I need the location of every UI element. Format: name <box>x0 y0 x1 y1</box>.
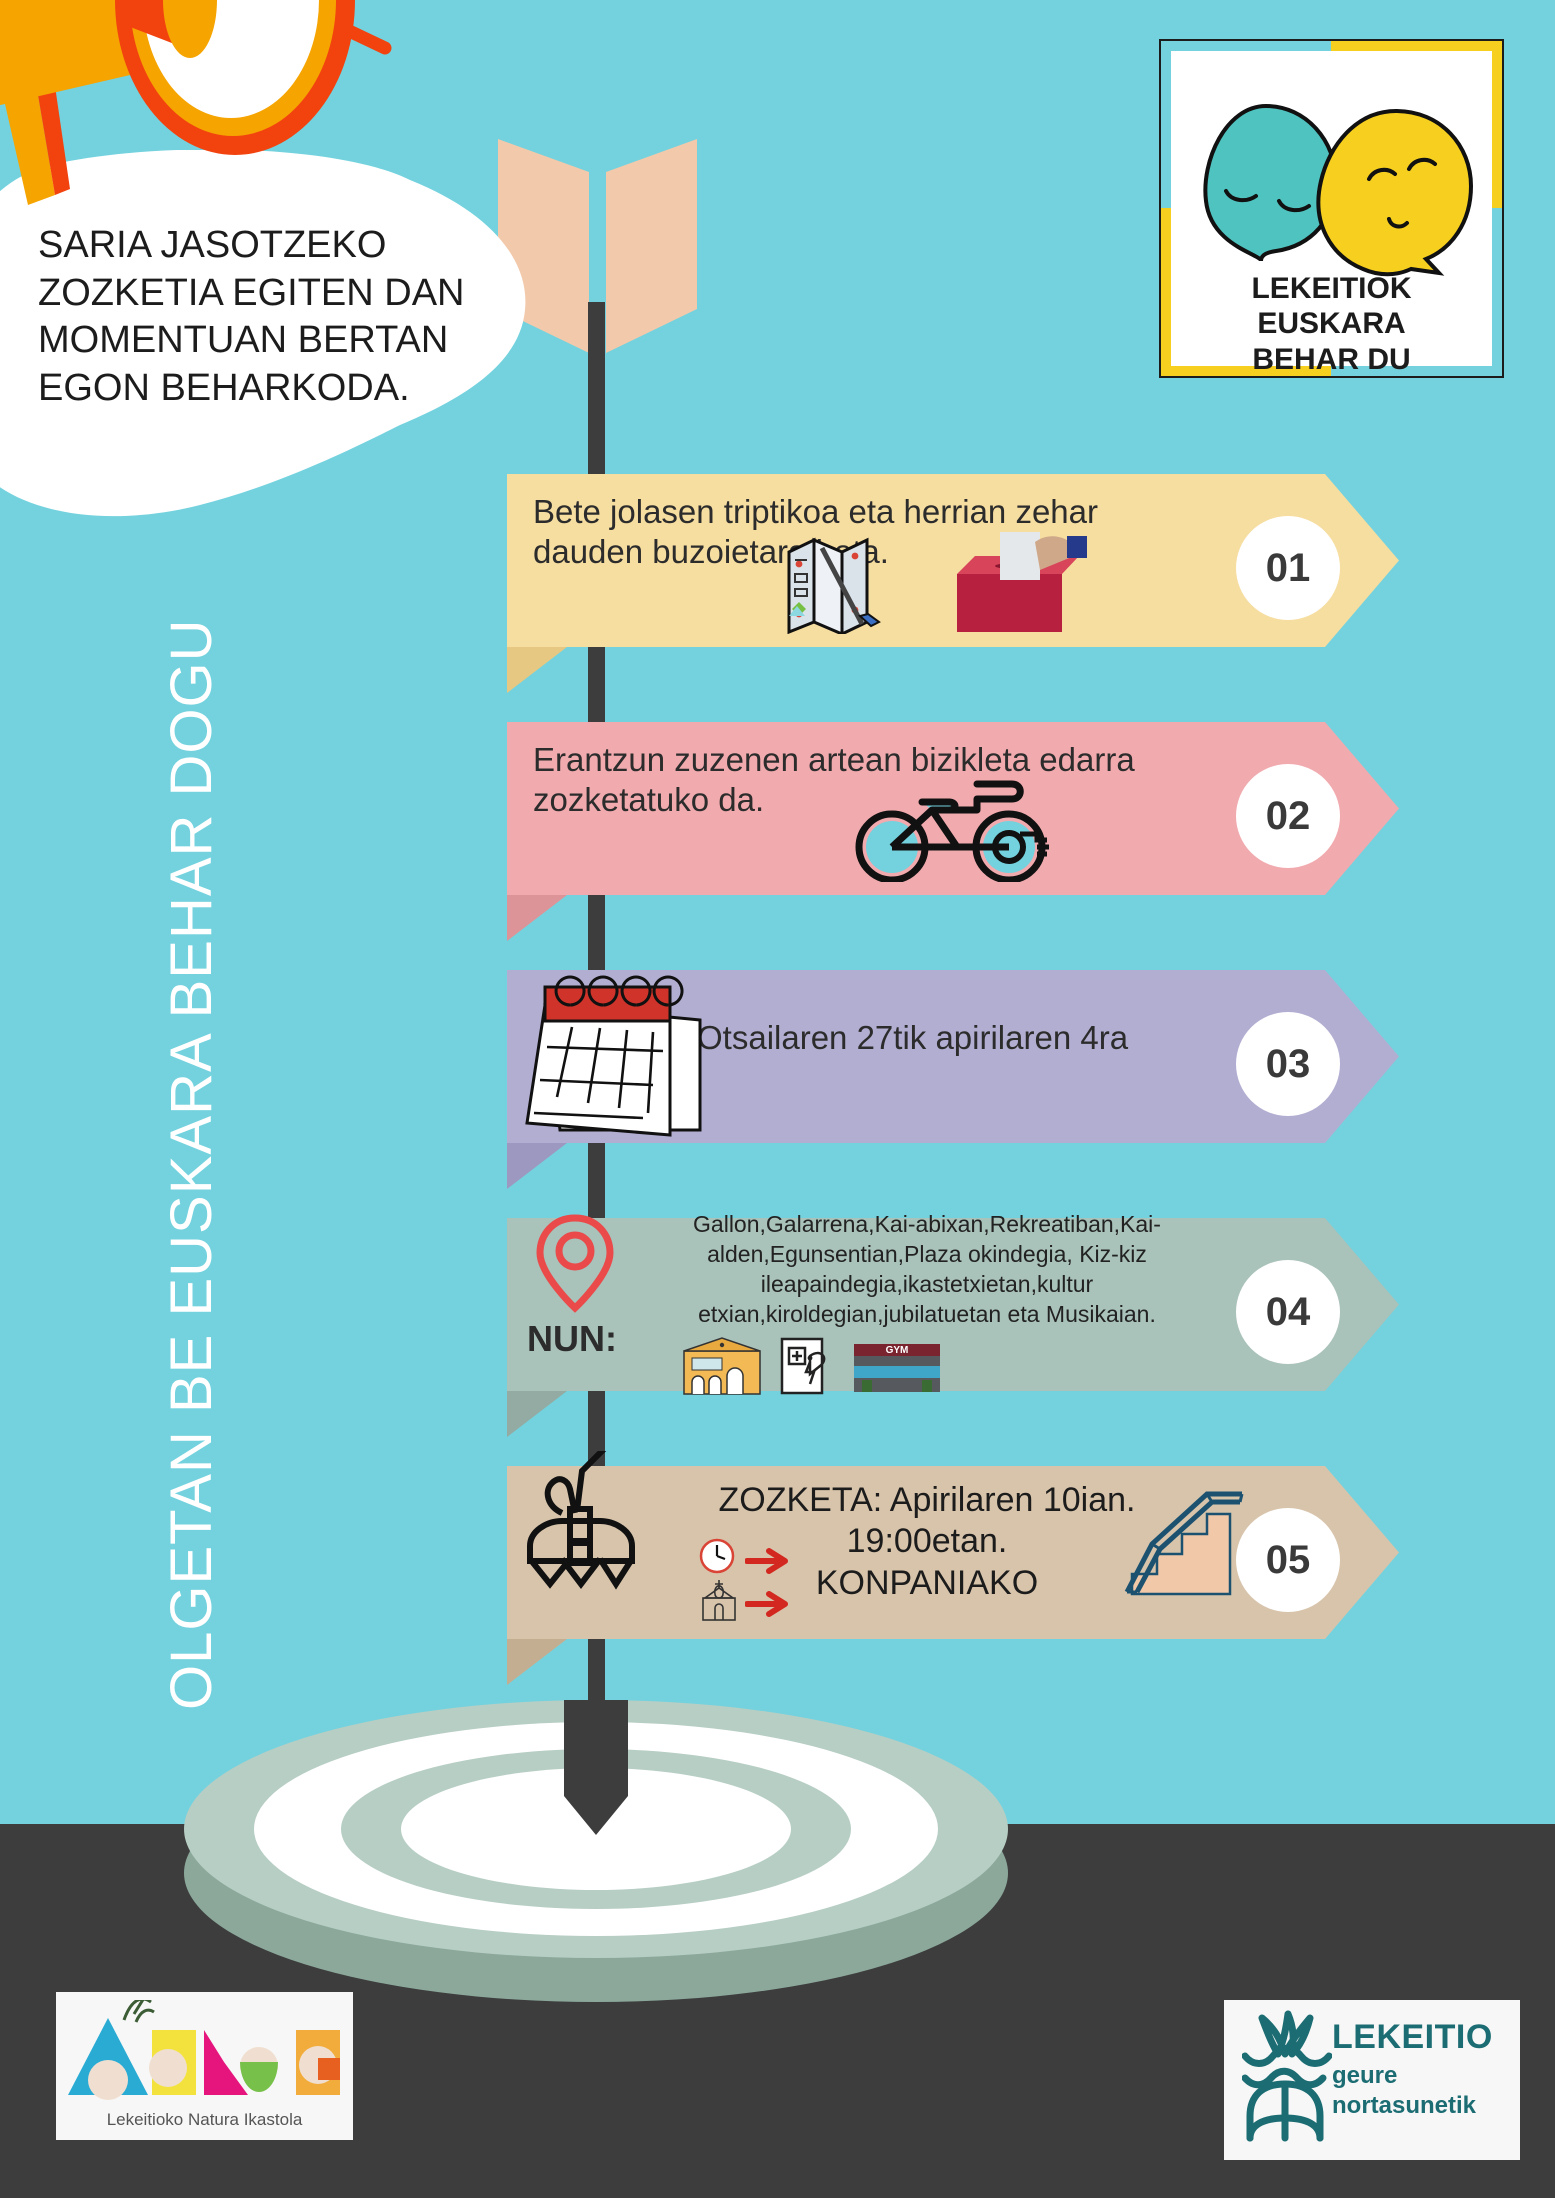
svg-text:GYM: GYM <box>886 1345 909 1356</box>
